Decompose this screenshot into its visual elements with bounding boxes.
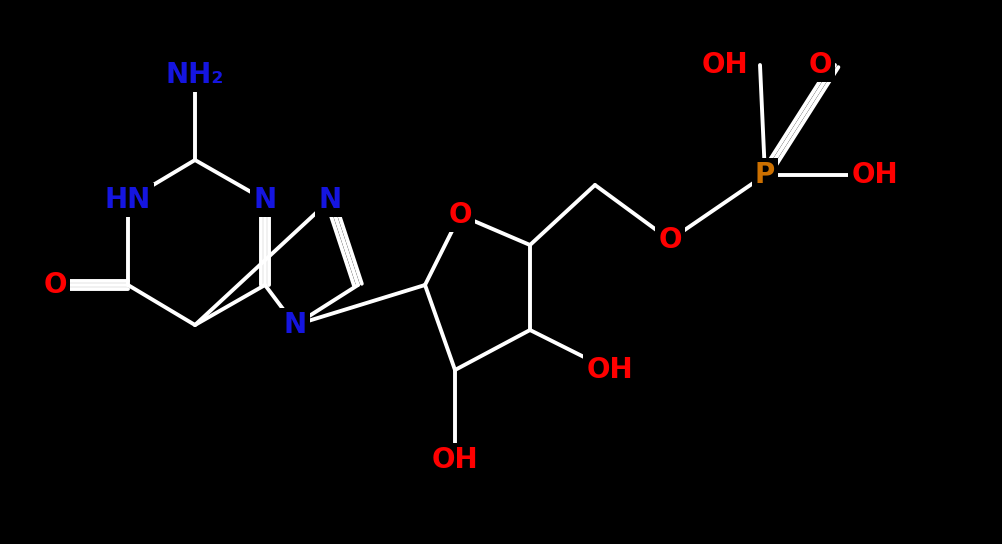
- Text: N: N: [284, 311, 307, 339]
- Text: NH₂: NH₂: [165, 61, 224, 89]
- Text: OH: OH: [587, 356, 633, 384]
- Text: P: P: [755, 161, 776, 189]
- Text: O: O: [809, 51, 832, 79]
- Text: O: O: [43, 271, 67, 299]
- Text: O: O: [658, 226, 681, 254]
- Text: OH: OH: [852, 161, 899, 189]
- Text: O: O: [448, 201, 472, 229]
- Text: N: N: [254, 186, 277, 214]
- Text: N: N: [319, 186, 342, 214]
- Text: HN: HN: [105, 186, 151, 214]
- Text: OH: OH: [432, 446, 478, 474]
- Text: OH: OH: [701, 51, 748, 79]
